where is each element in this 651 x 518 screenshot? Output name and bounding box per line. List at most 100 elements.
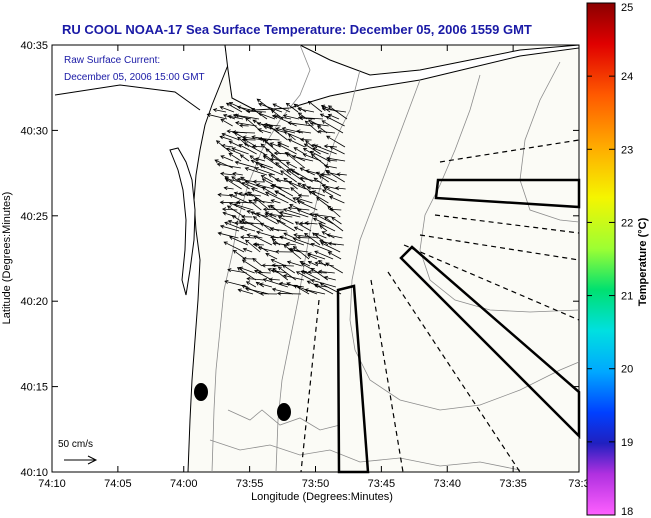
current-vector-head bbox=[243, 138, 248, 143]
current-vector-head bbox=[241, 218, 246, 223]
current-vector-head bbox=[222, 211, 227, 216]
current-vector bbox=[272, 268, 289, 281]
current-vector-head bbox=[313, 144, 319, 149]
current-vector-head bbox=[234, 160, 239, 165]
current-vector bbox=[245, 167, 267, 176]
current-vector-head bbox=[296, 235, 301, 240]
current-vector bbox=[270, 185, 290, 190]
current-vector-head bbox=[286, 152, 291, 157]
current-vector-head bbox=[318, 175, 323, 179]
current-vector bbox=[229, 236, 249, 246]
current-vector bbox=[217, 163, 241, 169]
current-vector bbox=[286, 243, 296, 246]
current-vector-head bbox=[232, 171, 237, 176]
current-vector-head bbox=[223, 186, 228, 191]
current-vector-head bbox=[321, 107, 326, 112]
current-vector bbox=[283, 232, 295, 239]
current-vector bbox=[280, 170, 297, 183]
current-vector-head bbox=[321, 120, 326, 125]
current-vector-head bbox=[331, 216, 336, 221]
current-vector-head bbox=[302, 270, 307, 275]
current-vector-head bbox=[269, 227, 274, 232]
current-vector bbox=[288, 134, 296, 141]
current-vector bbox=[232, 147, 249, 155]
y-tick-label: 40:30 bbox=[20, 125, 48, 137]
transect-boxes bbox=[336, 178, 581, 474]
current-vector-head bbox=[304, 232, 309, 237]
current-vector bbox=[262, 187, 278, 197]
current-vector-head bbox=[217, 231, 222, 236]
current-vector-head bbox=[251, 144, 257, 149]
current-vector-head bbox=[287, 121, 292, 126]
current-vector bbox=[288, 181, 306, 190]
current-vector bbox=[312, 190, 326, 197]
current-vector bbox=[220, 155, 234, 162]
current-vector-head bbox=[262, 278, 268, 283]
current-vector-head bbox=[256, 121, 262, 126]
current-vector bbox=[272, 288, 294, 295]
current-vector-head bbox=[245, 287, 250, 292]
current-vector bbox=[324, 276, 336, 281]
current-vector-head bbox=[260, 175, 265, 179]
current-vector bbox=[313, 147, 329, 155]
current-vector-head bbox=[318, 222, 323, 227]
current-vector bbox=[246, 281, 257, 288]
current-vector-head bbox=[224, 279, 229, 284]
current-vector-head bbox=[312, 217, 318, 222]
current-vector bbox=[324, 216, 344, 232]
current-vector-head bbox=[295, 271, 301, 275]
current-vector-head bbox=[270, 204, 275, 209]
current-vector-head bbox=[296, 200, 302, 205]
current-vector-head bbox=[267, 268, 272, 272]
current-vector bbox=[316, 171, 337, 183]
current-vector-head bbox=[256, 230, 261, 235]
current-vector-head bbox=[319, 113, 325, 118]
current-vector-head bbox=[234, 113, 239, 118]
current-vector bbox=[219, 136, 232, 141]
current-vector-head bbox=[299, 176, 304, 181]
current-vector bbox=[271, 199, 281, 204]
current-vector bbox=[320, 174, 331, 176]
current-vector bbox=[319, 225, 328, 232]
current-vector-head bbox=[282, 264, 287, 269]
current-vector-head bbox=[224, 221, 229, 226]
current-vector-head bbox=[316, 125, 322, 130]
station-marker-1 bbox=[194, 383, 208, 401]
current-vector bbox=[220, 106, 235, 113]
current-vector-head bbox=[307, 119, 313, 124]
current-vector-head bbox=[273, 151, 278, 156]
current-vector-head bbox=[262, 155, 268, 160]
current-vector bbox=[253, 243, 264, 246]
current-vector bbox=[247, 278, 264, 281]
y-tick-label: 40:15 bbox=[20, 382, 48, 394]
current-vector-head bbox=[297, 112, 302, 117]
current-vector bbox=[299, 222, 310, 225]
x-tick-label: 73:50 bbox=[302, 478, 330, 490]
current-vector bbox=[273, 242, 288, 246]
current-vector-head bbox=[277, 266, 282, 271]
current-vector-head bbox=[228, 194, 234, 198]
x-axis: 74:10 74:05 74:00 73:55 73:50 73:45 73:40 73:35… bbox=[38, 45, 590, 490]
colorbar-tick-label: 23 bbox=[621, 144, 633, 156]
current-vector bbox=[297, 200, 318, 211]
current-vector-head bbox=[232, 249, 237, 254]
current-vector-head bbox=[329, 146, 334, 150]
current-vector-head bbox=[271, 184, 276, 188]
current-vector-head bbox=[274, 190, 279, 195]
colorbar-tick-label: 21 bbox=[621, 291, 633, 303]
current-vector-head bbox=[220, 171, 225, 176]
current-vector-head bbox=[315, 171, 320, 176]
current-vector-head bbox=[226, 205, 232, 210]
x-axis-label: Longitude (Degrees:Minutes) bbox=[251, 491, 393, 503]
current-vector-head bbox=[271, 114, 277, 119]
current-vector-head bbox=[287, 180, 293, 185]
current-vector bbox=[245, 117, 264, 134]
current-vector-head bbox=[290, 169, 295, 173]
current-vector bbox=[249, 155, 258, 162]
current-vector-head bbox=[221, 132, 226, 137]
current-vector-head bbox=[307, 260, 312, 265]
current-vector-head bbox=[245, 109, 251, 114]
current-vector-head bbox=[228, 202, 233, 206]
current-vector-head bbox=[236, 105, 242, 110]
current-vector-head bbox=[241, 259, 247, 264]
